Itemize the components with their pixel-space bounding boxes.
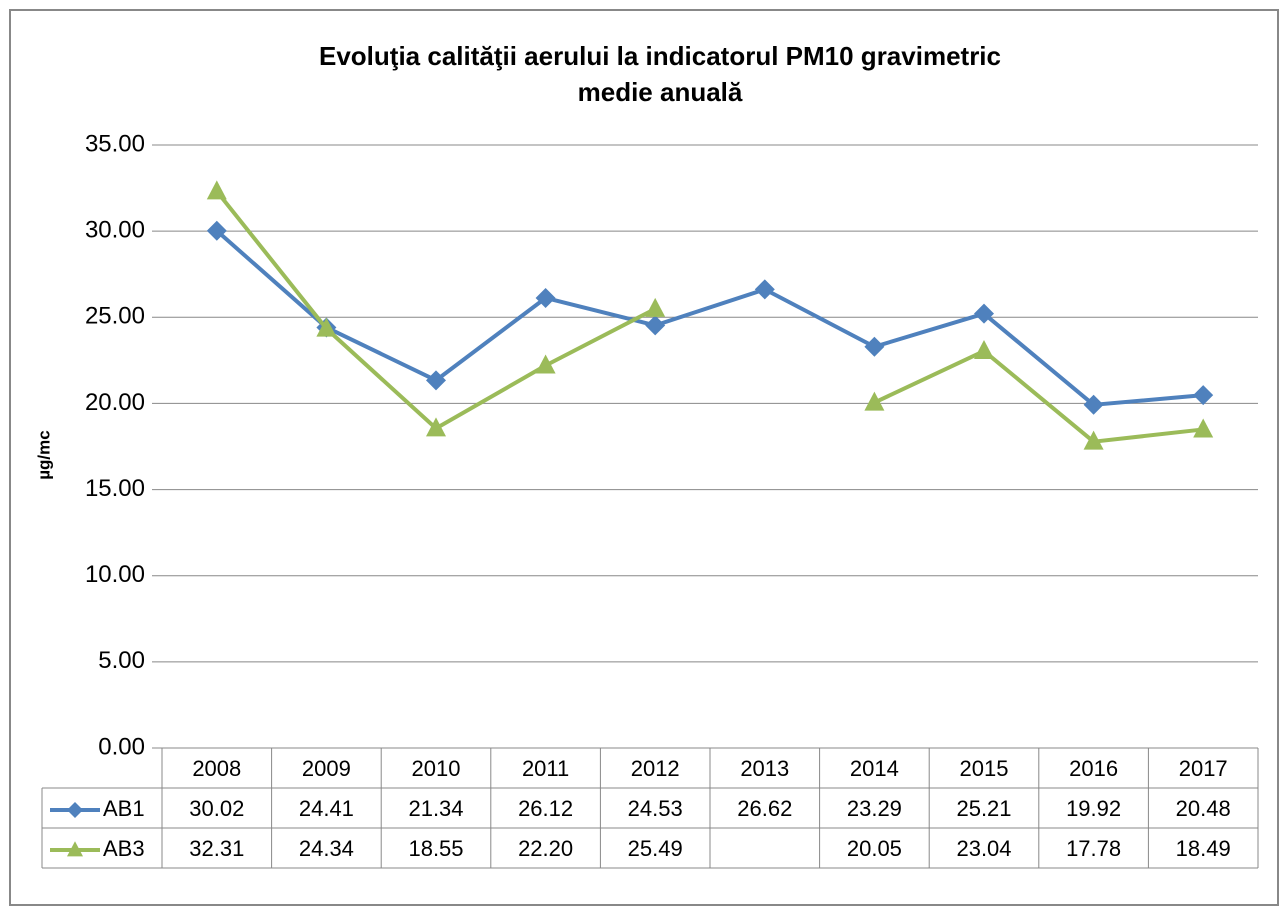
y-tick-label: 30.00 <box>85 216 145 243</box>
x-tick-label: 2012 <box>631 756 680 781</box>
x-tick-label: 2014 <box>850 756 899 781</box>
point <box>206 180 227 200</box>
table-value: 32.31 <box>189 836 244 861</box>
x-tick-label: 2013 <box>740 756 789 781</box>
table-value: 20.48 <box>1176 796 1231 821</box>
table-value: 26.12 <box>518 796 573 821</box>
y-axis-label: µg/mc <box>34 430 53 479</box>
point <box>864 336 885 357</box>
table-value: 24.41 <box>299 796 354 821</box>
table-value: 21.34 <box>408 796 463 821</box>
chart-border <box>9 9 1279 906</box>
table-value: 26.62 <box>737 796 792 821</box>
point <box>974 340 994 360</box>
legend-label: AB3 <box>103 836 145 861</box>
point <box>1083 430 1104 450</box>
x-tick-label: 2015 <box>960 756 1009 781</box>
point <box>645 297 666 317</box>
y-tick-label: 0.00 <box>98 733 145 760</box>
y-tick-label: 10.00 <box>85 561 145 588</box>
point <box>1083 394 1104 415</box>
table-value: 19.92 <box>1066 796 1121 821</box>
point <box>316 317 337 337</box>
x-tick-label: 2010 <box>412 756 461 781</box>
legend-label: AB1 <box>103 796 145 821</box>
point <box>645 315 666 336</box>
y-tick-label: 5.00 <box>98 647 145 674</box>
point <box>426 370 446 391</box>
table-value: 24.53 <box>628 796 683 821</box>
point <box>754 279 775 300</box>
legend-marker <box>67 841 83 857</box>
y-tick-label: 25.00 <box>85 303 145 330</box>
table-value: 18.49 <box>1176 836 1231 861</box>
table-value: 25.21 <box>956 796 1011 821</box>
point <box>206 220 227 241</box>
y-tick-label: 20.00 <box>85 389 145 416</box>
table-value: 20.05 <box>847 836 902 861</box>
chart-title: medie anuală <box>578 77 743 107</box>
legend-marker <box>67 802 83 818</box>
point <box>864 391 885 411</box>
table-value: 25.49 <box>628 836 683 861</box>
series-line <box>215 229 1204 407</box>
table-value: 17.78 <box>1066 836 1121 861</box>
table-value: 24.34 <box>299 836 354 861</box>
x-tick-label: 2016 <box>1069 756 1118 781</box>
table-value: 18.55 <box>408 836 463 861</box>
x-tick-label: 2008 <box>192 756 241 781</box>
chart-title: Evoluţia calităţii aerului la indicatoru… <box>319 41 1001 71</box>
point <box>535 354 556 374</box>
point <box>426 417 446 437</box>
table-value: 30.02 <box>189 796 244 821</box>
point <box>535 287 556 308</box>
y-tick-label: 35.00 <box>85 130 145 157</box>
x-tick-label: 2011 <box>522 756 569 781</box>
point <box>1193 385 1214 406</box>
x-tick-label: 2009 <box>302 756 351 781</box>
y-tick-label: 15.00 <box>85 475 145 502</box>
point <box>1193 418 1214 438</box>
table-value: 23.04 <box>956 836 1011 861</box>
table-value: 23.29 <box>847 796 902 821</box>
table-value: 22.20 <box>518 836 573 861</box>
point <box>974 303 994 324</box>
x-tick-label: 2017 <box>1179 756 1228 781</box>
